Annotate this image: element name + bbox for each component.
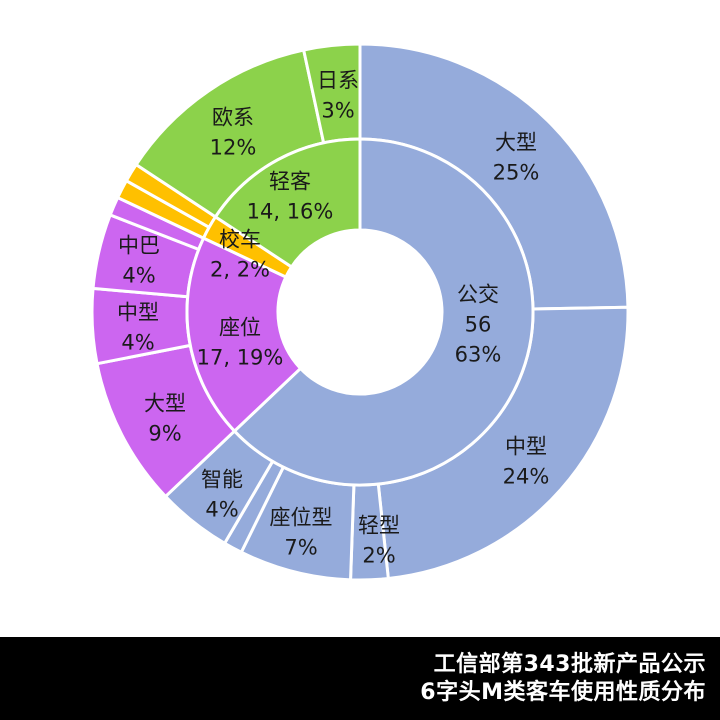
title-banner: 工信部第343批新产品公示 6字头M类客车使用性质分布 bbox=[0, 637, 720, 720]
label-transit-large: 大型 25% bbox=[493, 131, 540, 185]
data-labels: 公交 56 63% 座位 17, 19% 校车 2, 2%轻客 14, 16% 大型 25% 中型 2… bbox=[117, 69, 549, 568]
label-seated: 座位 17, 19% bbox=[197, 316, 284, 370]
label-transit-light: 轻型 2% bbox=[358, 514, 400, 568]
inner-ring bbox=[185, 137, 535, 487]
label-light-van: 轻客 14, 16% bbox=[247, 170, 334, 224]
inner-wedge-light-van bbox=[214, 137, 362, 269]
inner-wedge-transit-bus bbox=[232, 137, 535, 487]
label-light-van-japanese: 日系 3% bbox=[317, 69, 359, 123]
title-line-2: 6字头M类客车使用性质分布 bbox=[420, 679, 706, 705]
label-light-van-european: 欧系 12% bbox=[210, 106, 257, 160]
inner-wedge-seated bbox=[185, 236, 302, 433]
label-seated-medium: 中型 4% bbox=[117, 301, 159, 355]
title-line-1: 工信部第343批新产品公示 bbox=[433, 651, 706, 677]
label-transit-seated-type: 座位型 7% bbox=[270, 506, 333, 560]
label-school-bus: 校车 2, 2% bbox=[210, 228, 270, 282]
label-transit-smart: 智能 4% bbox=[201, 468, 243, 522]
outer-ring bbox=[90, 42, 630, 582]
label-seated-large: 大型 9% bbox=[144, 392, 186, 446]
label-seated-minibus: 中巴 4% bbox=[118, 234, 160, 288]
label-transit-bus: 公交 56 63% bbox=[455, 283, 502, 367]
label-transit-medium: 中型 24% bbox=[503, 435, 550, 489]
